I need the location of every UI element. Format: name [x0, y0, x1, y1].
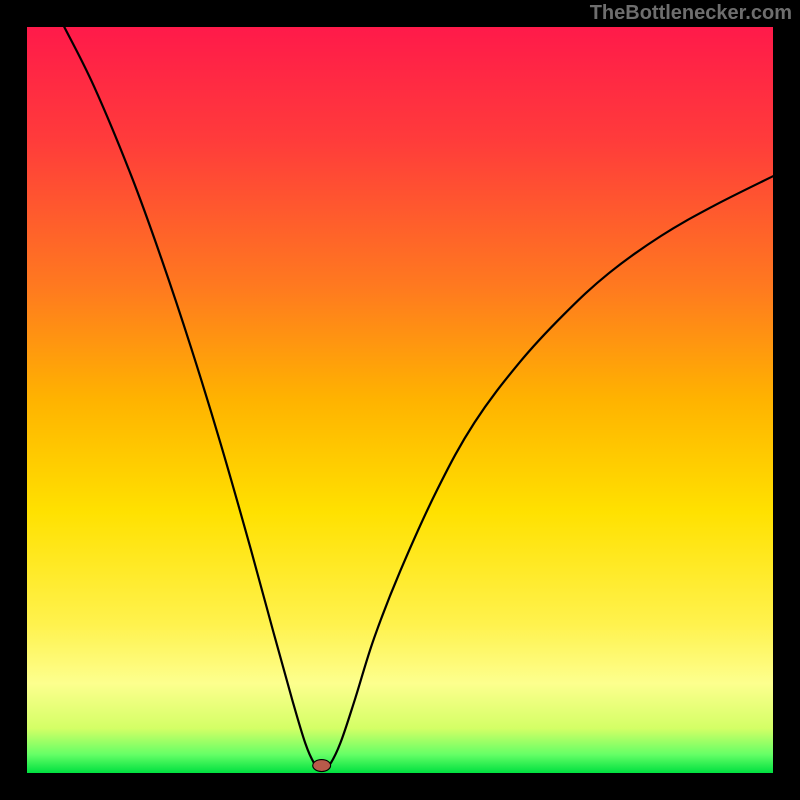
bottleneck-min-marker [313, 760, 331, 772]
watermark-text: TheBottlenecker.com [590, 2, 792, 25]
bottleneck-chart [27, 27, 773, 773]
chart-background [27, 27, 773, 773]
chart-frame: TheBottlenecker.com [0, 0, 800, 800]
